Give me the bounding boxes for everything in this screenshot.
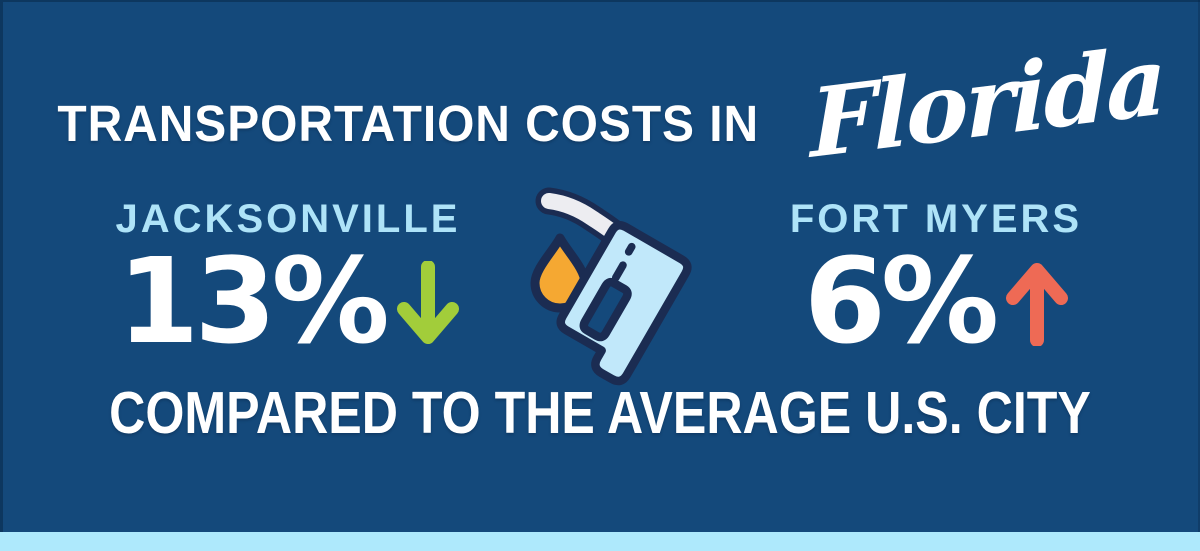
gas-pump-icon: [505, 176, 725, 388]
down-arrow-icon: [396, 261, 459, 345]
stat-block-fort-myers: FORT MYERS 6%: [706, 197, 1166, 361]
pump-body-group: [556, 221, 692, 386]
stat-value-row: 6%: [706, 241, 1166, 361]
up-arrow-icon: [1006, 263, 1069, 347]
stat-block-jacksonville: JACKSONVILLE 13%: [58, 197, 518, 361]
percentage-value: 13%: [117, 232, 389, 370]
florida-script-text: Florida: [809, 26, 1165, 180]
gas-pump-nozzle-icon: [530, 187, 692, 386]
percentage-value: 6%: [803, 232, 999, 370]
stat-value-row: 13%: [58, 241, 518, 361]
page-title: TRANSPORTATION COSTS IN: [57, 95, 759, 152]
down-arrow-stroke: [396, 261, 459, 345]
pump-body: [556, 221, 692, 386]
pump-spout: [541, 193, 624, 243]
city-label: FORT MYERS: [789, 197, 1083, 241]
bottom-accent-strip: [0, 532, 1200, 551]
pump-vent-dash-long: [611, 261, 627, 282]
fuel-droplet-icon: [530, 233, 590, 313]
up-arrow-stroke: [1006, 263, 1069, 347]
header: TRANSPORTATION COSTS IN Florida: [0, 0, 1200, 180]
city-label: JACKSONVILLE: [115, 197, 461, 241]
footer-caption: COMPARED TO THE AVERAGE U.S. CITY: [109, 380, 1091, 446]
pump-vent-dash-short: [624, 242, 636, 256]
